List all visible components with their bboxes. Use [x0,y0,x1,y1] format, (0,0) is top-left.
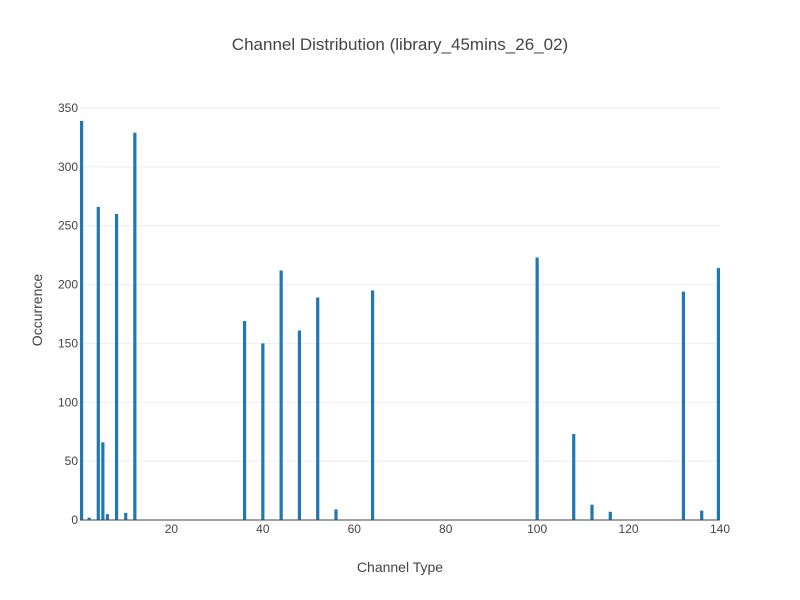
bar [242,321,247,520]
bar [96,206,100,520]
y-tick-label: 300 [58,160,78,174]
x-tick-label: 80 [439,522,453,536]
x-tick-label: 40 [256,522,270,536]
bar [114,213,119,520]
x-tick-label: 120 [619,522,639,536]
bar [297,330,302,520]
bar [535,257,539,520]
bars [80,120,720,520]
bar [124,512,128,520]
x-axis-title: Channel Type [357,559,443,575]
bar [370,290,375,520]
x-tick-label: 140 [710,522,730,536]
x-tick-label: 60 [348,522,362,536]
bar [700,510,704,520]
bar [572,434,576,520]
bar [716,268,720,520]
bar [101,442,105,520]
chart-title: Channel Distribution (library_45mins_26_… [232,35,568,54]
y-tick-label: 250 [58,219,78,233]
y-axis-title: Occurrence [29,274,45,347]
bar [316,297,320,520]
y-tick-label: 100 [58,395,78,409]
bar [590,504,594,520]
gridlines [80,107,720,462]
bar [133,132,137,520]
y-tick-label: 50 [65,454,79,468]
x-tick-label: 100 [527,522,547,536]
y-tick-label: 350 [58,101,78,115]
bar [334,509,338,520]
bar [681,291,686,520]
y-tick-label: 200 [58,278,78,292]
x-tick-label: 20 [165,522,179,536]
bar [261,343,265,520]
bar [87,517,91,520]
tick-labels: 0 50 100 150 200 250 300 350 20 40 60 80 100 120 140 [58,101,730,536]
bar [80,120,84,520]
bar [105,514,110,520]
y-tick-label: 0 [71,513,78,527]
y-tick-label: 150 [58,336,78,350]
bar [608,511,612,520]
bar [279,270,283,520]
